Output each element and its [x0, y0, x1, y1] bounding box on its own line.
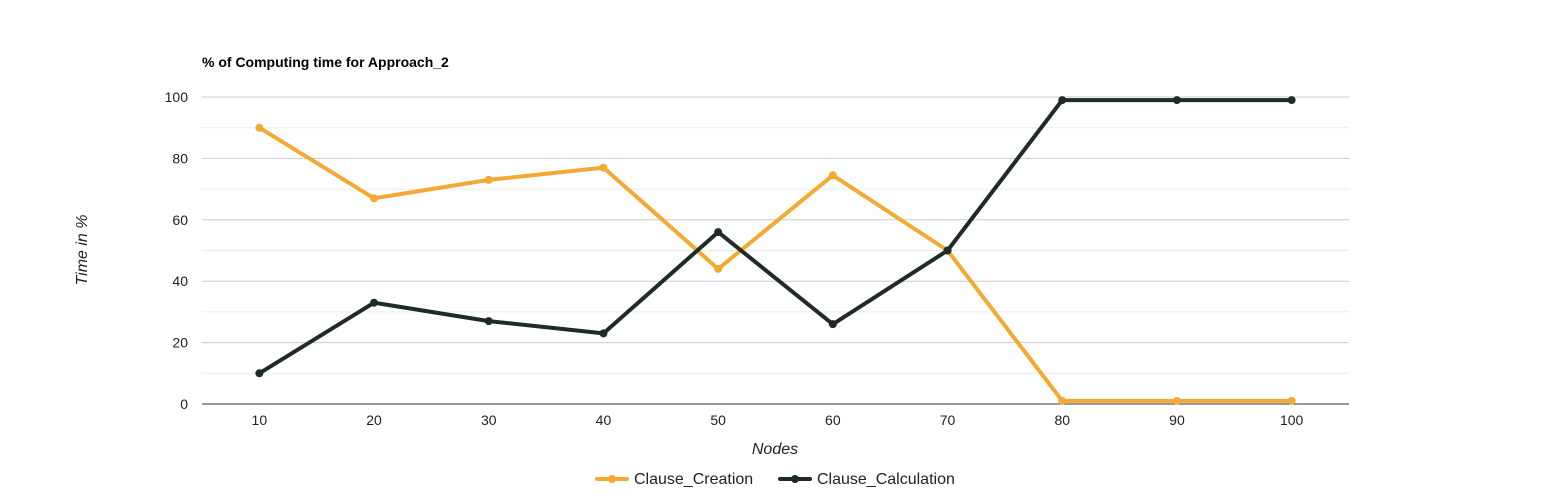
x-axis-ticks: 10 20 30 40 50 60 70 80 90 100 [252, 412, 1304, 428]
data-point [828, 171, 837, 180]
chart-title: % of Computing time for Approach_2 [202, 54, 449, 70]
legend-swatch-marker [608, 475, 616, 483]
data-point [1172, 96, 1181, 105]
x-axis-label: Nodes [752, 441, 798, 458]
series-line [257, 125, 1294, 403]
data-point [943, 246, 952, 255]
data-point [484, 175, 493, 184]
data-point [255, 123, 264, 132]
y-tick-label: 0 [180, 396, 188, 412]
x-tick-label: 60 [825, 412, 841, 428]
y-tick-label: 40 [172, 273, 188, 289]
y-axis-ticks: 0 20 40 60 80 100 [165, 89, 189, 412]
y-tick-label: 100 [165, 89, 189, 105]
data-point [1287, 96, 1296, 105]
y-tick-label: 80 [172, 150, 188, 166]
data-point [255, 369, 264, 378]
legend-item: Clause_Calculation [778, 471, 955, 488]
data-point [1287, 396, 1296, 405]
legend-swatch-marker [791, 475, 799, 483]
legend-label: Clause_Creation [634, 471, 753, 488]
data-point [599, 163, 608, 172]
data-point [828, 320, 837, 329]
data-point [1058, 396, 1067, 405]
data-point [714, 264, 723, 273]
y-tick-label: 20 [172, 335, 188, 351]
x-tick-label: 70 [940, 412, 956, 428]
series-lines [255, 96, 1296, 405]
legend-label: Clause_Calculation [817, 471, 955, 488]
y-tick-label: 60 [172, 212, 188, 228]
data-point [370, 194, 379, 203]
series-clause-creation [255, 123, 1296, 405]
y-axis-label: Time in % [74, 215, 91, 286]
data-point [599, 329, 608, 338]
legend: Clause_Creation Clause_Calculation [595, 471, 955, 488]
x-tick-label: 10 [252, 412, 268, 428]
x-tick-label: 50 [710, 412, 726, 428]
series-line [257, 98, 1294, 376]
x-tick-label: 40 [596, 412, 612, 428]
data-point [714, 228, 723, 237]
series-clause-calculation [255, 96, 1296, 378]
legend-item: Clause_Creation [595, 471, 753, 488]
x-tick-label: 90 [1169, 412, 1185, 428]
x-tick-label: 20 [366, 412, 382, 428]
data-point [484, 317, 493, 326]
x-tick-label: 30 [481, 412, 497, 428]
data-point [370, 298, 379, 307]
gridlines [202, 96, 1349, 374]
data-point [1058, 96, 1067, 105]
x-tick-label: 100 [1280, 412, 1304, 428]
data-point [1172, 396, 1181, 405]
x-tick-label: 80 [1054, 412, 1070, 428]
